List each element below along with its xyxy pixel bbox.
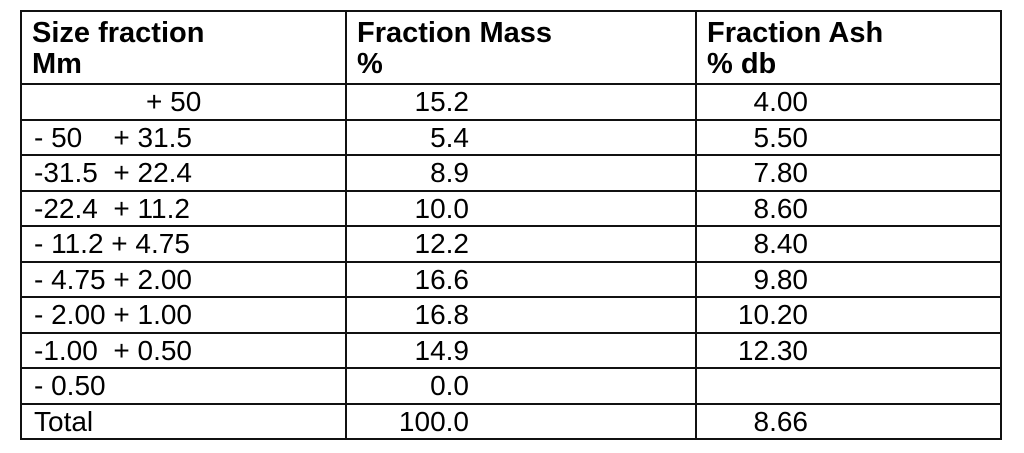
cell-text: Total [34, 405, 94, 437]
cell-text: 10.20 [737, 299, 808, 330]
table-cell: -1.00 + 0.50 [20, 331, 347, 369]
cell-text: 100.0 [398, 405, 469, 437]
table-row: -1.00 + 0.50 14.9 12.30 [20, 331, 1002, 369]
cell-text: 5.4 [430, 121, 469, 153]
cell-text: 5.50 [753, 121, 809, 153]
table-cell: - 4.75 + 2.00 [20, 260, 347, 298]
cell-text: -1.00 + 0.50 [34, 334, 193, 366]
table-cell: Total [20, 402, 347, 440]
cell-text: 8.9 [430, 157, 469, 188]
header-cell: Fraction Ash% db [695, 10, 1002, 85]
table-cell: 10.0 [345, 189, 697, 227]
table-cell: 10.20 [695, 296, 1002, 334]
cell-text: - 11.2 + 4.75 [34, 228, 190, 259]
cell-text: 8.40 [753, 228, 809, 259]
table-cell: 16.8 [345, 296, 697, 334]
table-cell: 14.9 [345, 331, 697, 369]
table-cell: 12.2 [345, 225, 697, 263]
cell-text: 8.66 [753, 405, 809, 437]
cell-text: - 4.75 + 2.00 [34, 263, 193, 295]
header-line: % [357, 48, 383, 80]
cell-text: 0.0 [430, 370, 469, 401]
table-row: - 11.2 + 4.75 12.2 8.40 [20, 225, 1002, 263]
table-cell: - 0.50 [20, 367, 347, 405]
table-row: Total 100.0 8.66 [20, 402, 1002, 440]
table-row: - 4.75 + 2.00 16.6 9.80 [20, 260, 1002, 298]
table-row: + 50 15.2 4.00 [20, 83, 1002, 121]
table-cell: 8.9 [345, 154, 697, 192]
header-line: % db [707, 48, 777, 80]
cell-text: 4.00 [753, 86, 809, 117]
table-cell: 7.80 [695, 154, 1002, 192]
table-cell: -31.5 + 22.4 [20, 154, 347, 192]
table-row: - 50 + 31.5 5.4 5.50 [20, 118, 1002, 156]
table-header: Size fraction Mm Fraction Mass% Fraction As… [20, 10, 1002, 85]
table-cell: 8.66 [695, 402, 1002, 440]
table-row: - 0.50 0.0 [20, 367, 1002, 405]
table-row: -22.4 + 11.2 10.0 8.60 [20, 189, 1002, 227]
header-line: Size fraction [32, 17, 205, 49]
table-cell: 100.0 [345, 402, 697, 440]
cell-text: -31.5 + 22.4 [34, 157, 193, 188]
table-cell: - 50 + 31.5 [20, 118, 347, 156]
cell-text: + 50 [146, 86, 202, 117]
table-cell: + 50 [20, 83, 347, 121]
table-cell: - 2.00 + 1.00 [20, 296, 347, 334]
table-cell: 15.2 [345, 83, 697, 121]
cell-text: - 50 + 31.5 [34, 121, 192, 153]
header-line: Mm [32, 48, 82, 80]
cell-text: 15.2 [414, 86, 470, 117]
cell-text: 10.0 [414, 192, 470, 224]
cell-text: 16.6 [414, 263, 470, 295]
cell-text: - 2.00 + 1.00 [34, 299, 193, 330]
table-cell: 4.00 [695, 83, 1002, 121]
cell-text: 14.9 [414, 334, 470, 366]
table-cell: 0.0 [345, 367, 697, 405]
table-row: -31.5 + 22.4 8.9 7.80 [20, 154, 1002, 192]
cell-text: 7.80 [753, 157, 809, 188]
table-cell: 8.60 [695, 189, 1002, 227]
cell-text: 9.80 [753, 263, 809, 295]
cell-text: 16.8 [414, 299, 470, 330]
table-cell: 5.4 [345, 118, 697, 156]
cell-text: - 0.50 [34, 370, 106, 401]
table-body: + 50 15.2 4.00- 50 + 31.5 5.4 5.50 -31.5 + 22… [20, 83, 1002, 440]
cell-text: 12.2 [414, 228, 470, 259]
table-cell: 12.30 [695, 331, 1002, 369]
header-row: Size fraction Mm Fraction Mass% Fraction As… [20, 10, 1002, 85]
table-cell [695, 367, 1002, 405]
header-cell: Size fraction Mm [20, 10, 347, 85]
header-cell: Fraction Mass% [345, 10, 697, 85]
cell-text: 8.60 [753, 192, 809, 224]
table-cell: - 11.2 + 4.75 [20, 225, 347, 263]
table-cell: 16.6 [345, 260, 697, 298]
table-cell: 5.50 [695, 118, 1002, 156]
table-cell: 9.80 [695, 260, 1002, 298]
header-line: Fraction Ash [707, 17, 884, 49]
cell-text: 12.30 [737, 334, 808, 366]
table-cell: 8.40 [695, 225, 1002, 263]
table-cell: -22.4 + 11.2 [20, 189, 347, 227]
data-table: Size fraction Mm Fraction Mass% Fraction As… [20, 10, 1002, 440]
header-line: Fraction Mass [357, 17, 552, 49]
table-row: - 2.00 + 1.00 16.8 10.20 [20, 296, 1002, 334]
cell-text: -22.4 + 11.2 [34, 192, 190, 224]
